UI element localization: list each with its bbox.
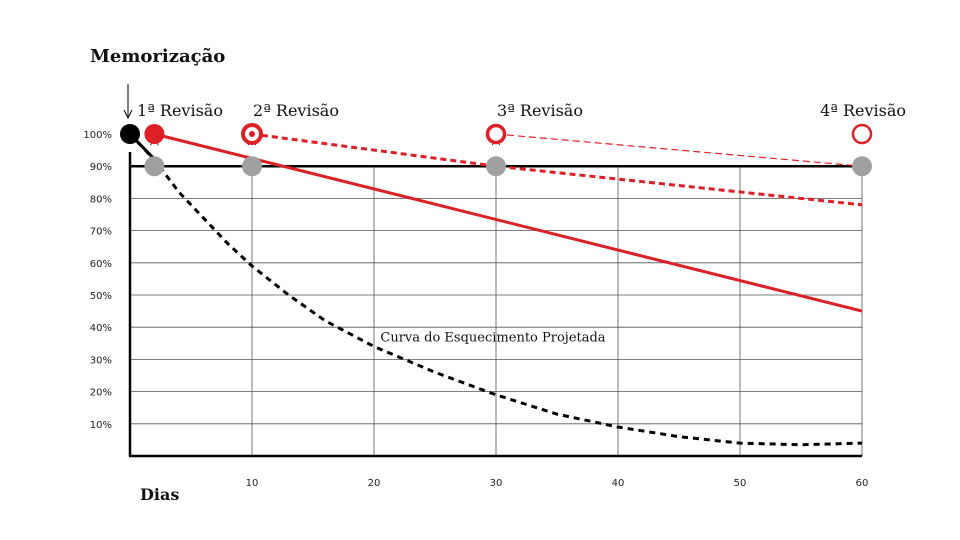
y-tick-label: 70% <box>90 227 112 238</box>
review-point-gray <box>486 156 506 177</box>
x-tick-label: 40 <box>612 478 625 489</box>
revision-marker <box>851 123 873 145</box>
y-tick-label: 40% <box>90 323 112 334</box>
x-tick-label: 20 <box>368 478 381 489</box>
forgetting-curve <box>128 132 863 447</box>
chart-title: Memorização <box>90 46 225 67</box>
forgetting-curve-annotation: Curva do Esquecimento Projetada <box>380 330 605 345</box>
y-tick-label: 60% <box>90 259 112 270</box>
revision-marker <box>144 124 165 144</box>
x-axis-label: Dias <box>140 485 179 504</box>
y-tick-label: 80% <box>90 194 112 205</box>
revision-label: 3ª Revisão <box>497 101 583 120</box>
revision-label: 4ª Revisão <box>820 101 906 120</box>
review-point-gray <box>242 156 262 177</box>
revision-marker <box>485 123 507 145</box>
revision-label: 1ª Revisão <box>137 101 223 120</box>
x-tick-labels: 10 20 30 40 50 60 <box>246 478 869 489</box>
revision-label: 2ª Revisão <box>253 101 339 120</box>
x-tick-label: 10 <box>246 478 259 489</box>
y-tick-label: 50% <box>90 291 112 302</box>
y-tick-label: 20% <box>90 388 112 399</box>
y-tick-label: 100% <box>83 130 112 141</box>
y-tick-label: 10% <box>90 420 112 431</box>
x-tick-label: 30 <box>490 478 503 489</box>
markers <box>120 123 873 177</box>
arrow-head <box>123 109 133 120</box>
y-tick-label: 90% <box>90 162 112 173</box>
retention-line-1 <box>154 132 863 313</box>
retention-line-3 <box>495 133 863 167</box>
review-point-gray <box>144 156 165 177</box>
y-tick-label: 30% <box>90 355 112 366</box>
retention-line-2 <box>251 132 863 207</box>
x-tick-label: 60 <box>856 478 869 489</box>
y-tick-labels: 10% 20% 30% 40% 50% 60% 70% 80% 90% 100% <box>83 130 112 431</box>
memorization-point <box>120 124 140 144</box>
x-tick-label: 50 <box>734 478 747 489</box>
revision-labels: 1ª Revisão 2ª Revisão 3ª Revisão 4ª Revisão <box>137 101 906 120</box>
revision-marker-dot <box>249 131 255 137</box>
review-point-gray <box>852 156 872 177</box>
grid <box>130 166 863 456</box>
